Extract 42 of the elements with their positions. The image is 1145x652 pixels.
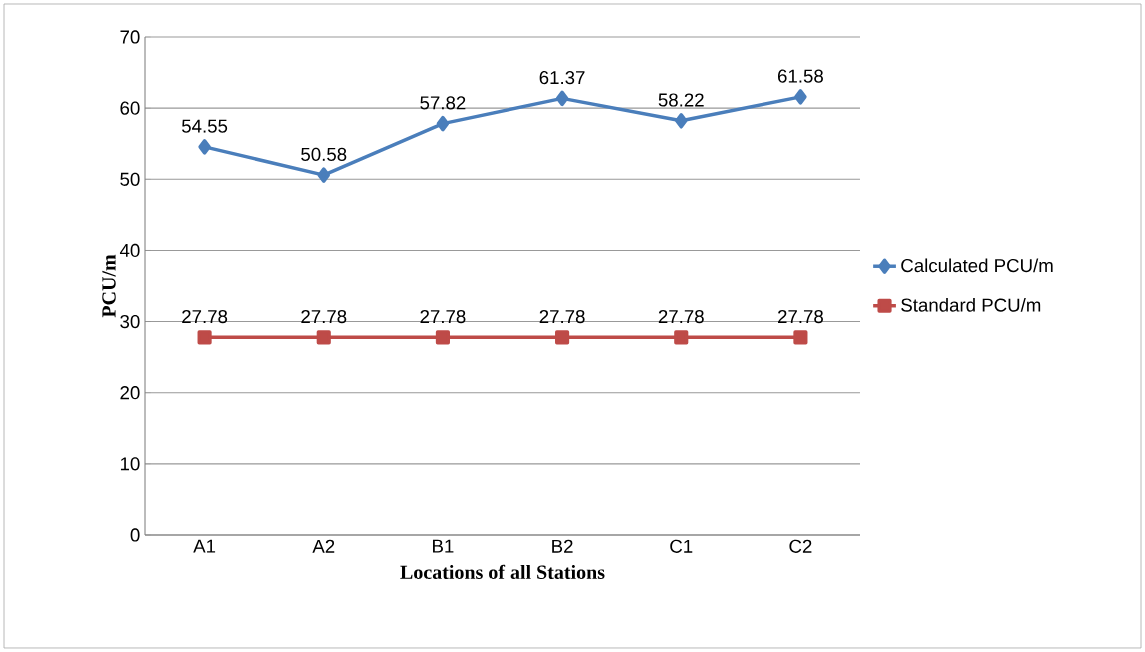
data-label: 61.58 [778, 69, 823, 83]
point [555, 90, 569, 107]
data-label: 57.82 [420, 96, 466, 110]
y-tick-label: 60 [120, 101, 140, 115]
point [435, 330, 450, 345]
legend-label: Standard PCU/m [901, 297, 1041, 312]
point [675, 113, 688, 129]
y-axis-title: PCU/m [102, 254, 116, 318]
data-label: 27.78 [539, 309, 585, 324]
y-tick-label: 0 [130, 528, 140, 542]
y-tick-label: 10 [120, 457, 140, 471]
point [316, 330, 331, 345]
x-tick-label: C2 [789, 539, 812, 553]
point [794, 89, 807, 105]
data-label: 61.37 [539, 70, 585, 85]
data-label: 27.78 [301, 309, 347, 324]
point [198, 139, 211, 155]
data-label: 54.55 [181, 119, 228, 133]
point [436, 115, 450, 132]
point [555, 330, 570, 345]
x-tick-label: A1 [193, 539, 216, 553]
y-tick-label: 70 [120, 30, 140, 44]
legend-label: Calculated PCU/m [901, 258, 1053, 273]
x-tick-label: B1 [433, 539, 454, 553]
x-tick-label: B2 [552, 539, 573, 553]
y-tick-label: 50 [120, 172, 140, 186]
point [793, 330, 808, 345]
data-label: 50.58 [301, 147, 347, 161]
data-label: 27.78 [182, 309, 228, 324]
x-tick-label: C1 [670, 539, 693, 553]
point [674, 330, 689, 345]
point [197, 330, 212, 345]
data-label: 27.78 [778, 309, 823, 324]
y-tick-label: 40 [119, 243, 140, 258]
y-tick-label: 30 [120, 314, 140, 329]
x-axis-title: Locations of all Stations [400, 564, 605, 579]
point [317, 167, 330, 183]
data-label: 27.78 [658, 309, 704, 324]
data-label: 58.22 [658, 93, 704, 107]
x-tick-label: A2 [312, 539, 335, 553]
y-tick-label: 20 [120, 386, 140, 400]
data-label: 27.78 [420, 309, 466, 324]
